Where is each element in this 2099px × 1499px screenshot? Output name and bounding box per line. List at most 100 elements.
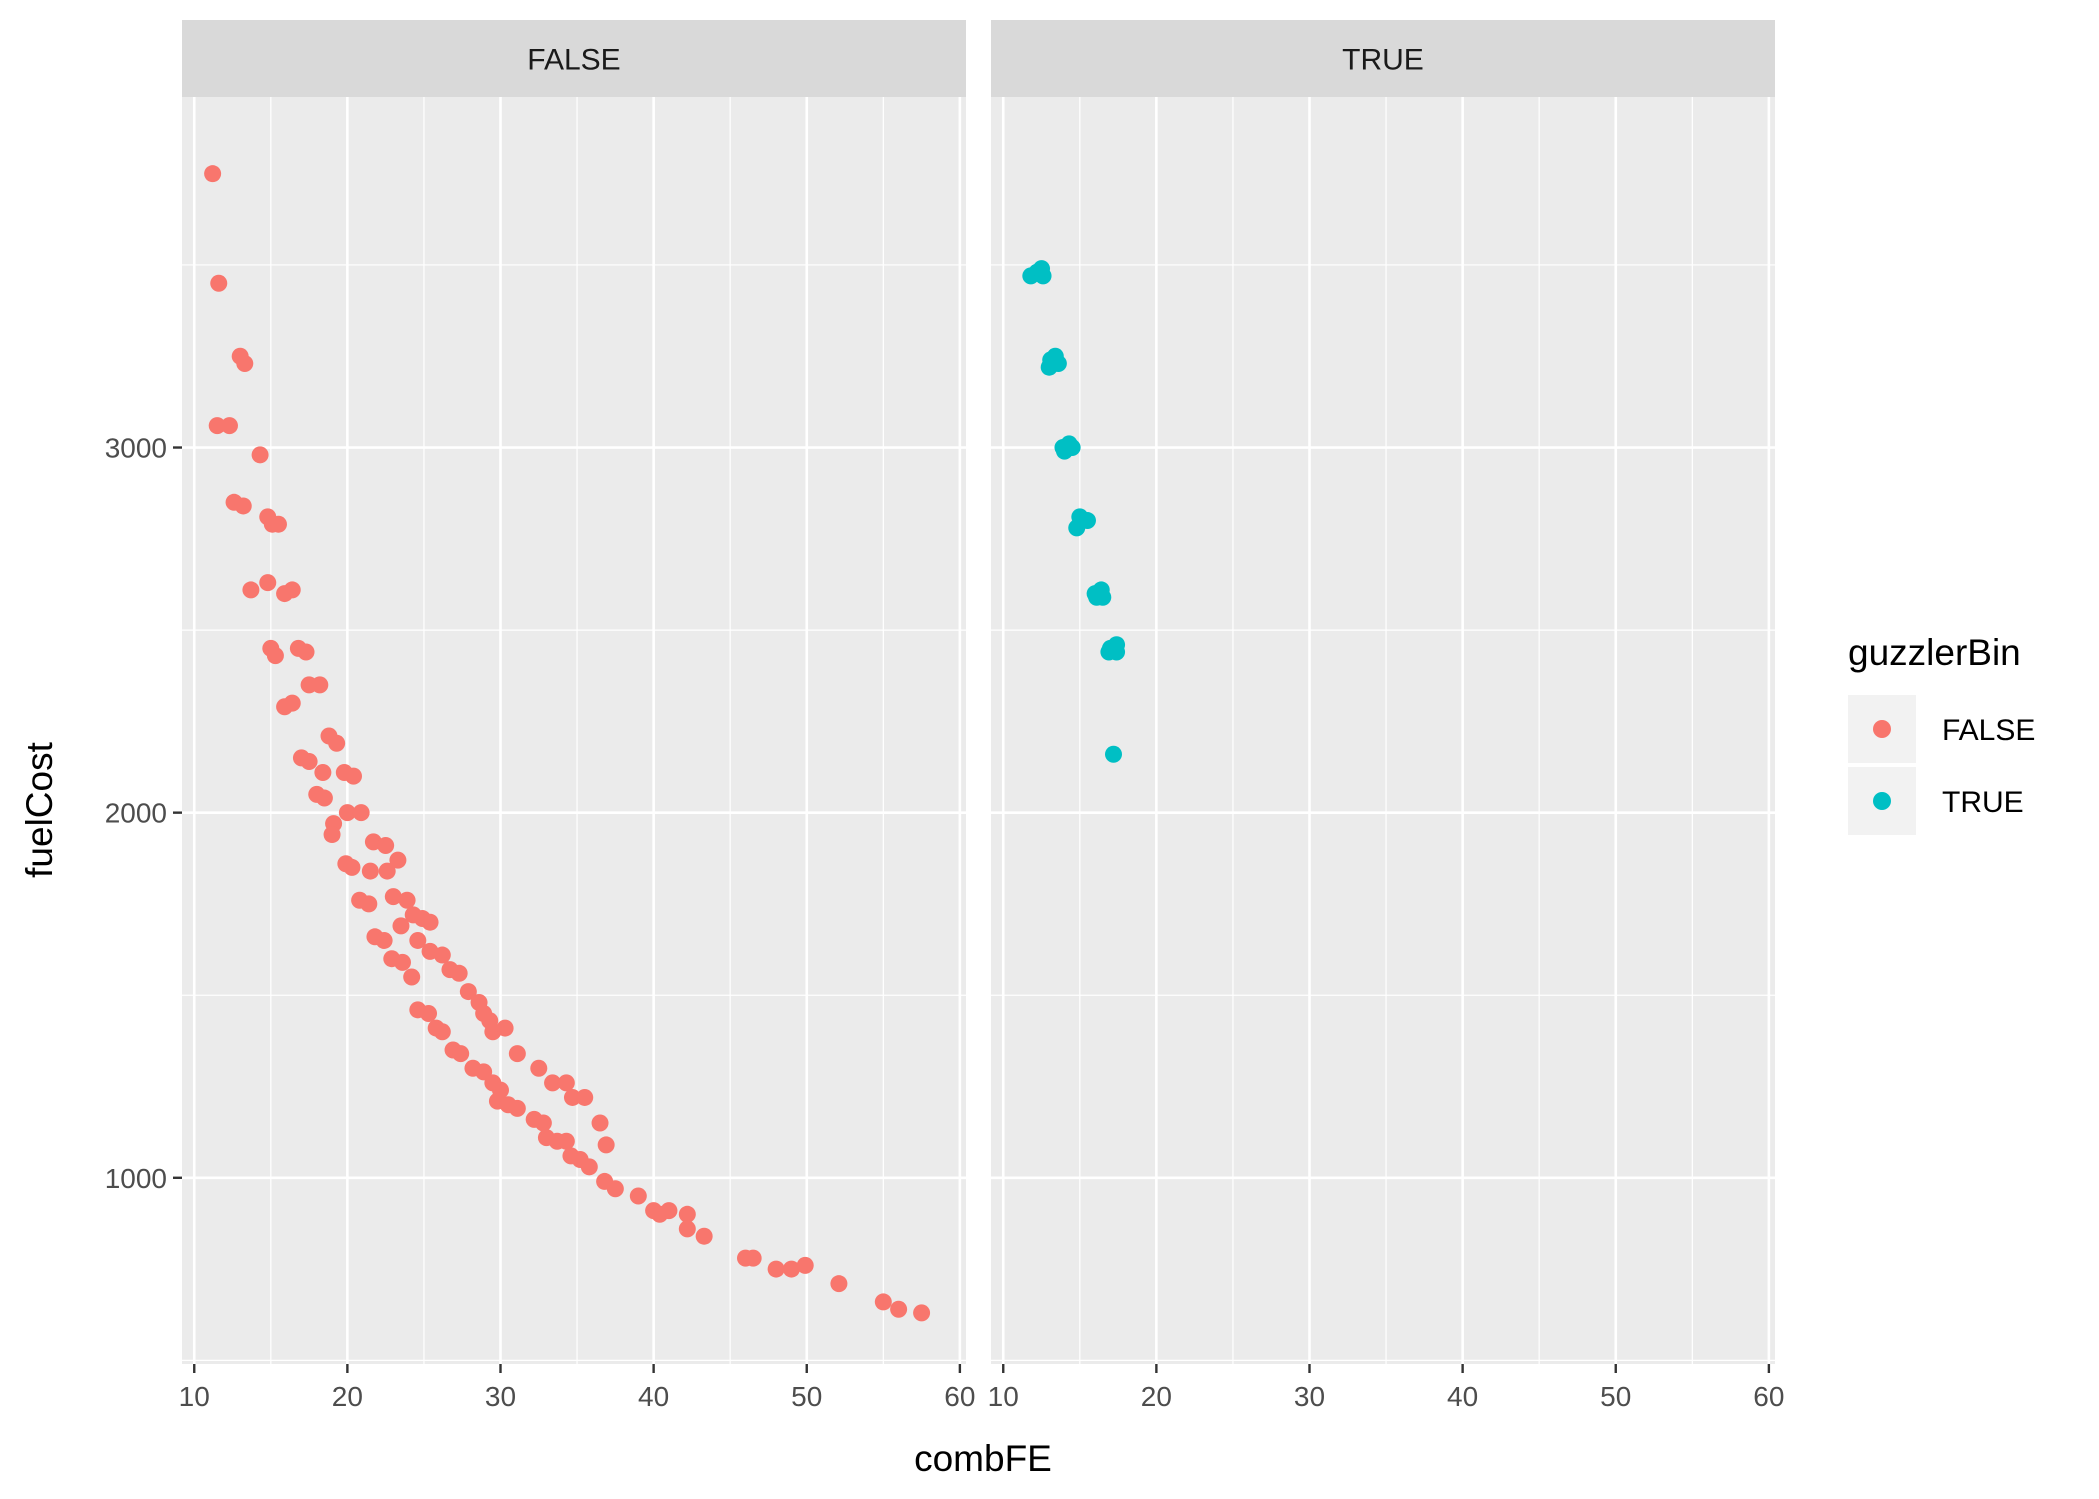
- facet-strip-label: TRUE: [1342, 44, 1424, 77]
- y-axis: 1000 2000 3000: [105, 433, 182, 1194]
- data-point: [375, 931, 393, 949]
- data-point: [678, 1205, 696, 1223]
- data-point: [220, 417, 238, 435]
- gridlines: [991, 97, 1775, 1364]
- data-points: [204, 165, 931, 1322]
- x-tick-label: 60: [944, 1381, 975, 1412]
- legend-key-point: [1873, 720, 1891, 738]
- data-point: [576, 1088, 594, 1106]
- data-point: [1040, 358, 1058, 376]
- data-point: [259, 574, 277, 592]
- data-point: [597, 1136, 615, 1154]
- data-point: [450, 964, 468, 982]
- data-point: [830, 1275, 848, 1293]
- data-point: [606, 1180, 624, 1198]
- data-point: [1108, 643, 1126, 661]
- data-point: [234, 497, 252, 515]
- data-point: [433, 1023, 451, 1041]
- legend-key-point: [1873, 792, 1891, 810]
- gridlines: [182, 97, 966, 1364]
- data-point: [1094, 588, 1112, 606]
- data-point: [1105, 745, 1122, 763]
- x-tick-label: 50: [791, 1381, 822, 1412]
- data-point: [394, 953, 411, 971]
- data-point: [236, 355, 254, 373]
- data-point: [767, 1260, 785, 1278]
- data-point: [496, 1019, 514, 1037]
- data-point: [782, 1260, 800, 1278]
- x-tick-label: 20: [1141, 1381, 1172, 1412]
- data-point: [283, 694, 301, 712]
- panel-background: [182, 97, 966, 1364]
- data-point: [204, 165, 222, 183]
- data-point: [377, 837, 395, 855]
- data-point: [796, 1256, 814, 1274]
- data-point: [389, 851, 407, 869]
- data-point: [890, 1300, 908, 1318]
- data-point: [508, 1045, 526, 1063]
- facet-strip-background: [182, 20, 966, 97]
- x-tick-label: 30: [485, 1381, 516, 1412]
- data-point: [297, 643, 315, 661]
- data-point: [328, 734, 346, 752]
- x-tick-label: 40: [1447, 1381, 1478, 1412]
- data-point: [1068, 519, 1086, 537]
- data-point: [557, 1132, 575, 1150]
- data-point: [269, 515, 287, 533]
- data-points: [1022, 260, 1126, 763]
- y-tick-label: 3000: [105, 433, 167, 464]
- data-point: [421, 913, 439, 931]
- panel-background: [991, 97, 1775, 1364]
- data-point: [361, 862, 379, 880]
- x-tick-label: 30: [1294, 1381, 1325, 1412]
- x-axis-title: combFE: [914, 1438, 1052, 1479]
- data-point: [360, 895, 378, 913]
- x-axis: 10 20 30 40 50 60: [988, 1364, 1784, 1412]
- facet-panel-false: FALSE 10 20 30 40 50 60: [179, 20, 975, 1412]
- data-point: [459, 983, 477, 1001]
- data-point: [678, 1220, 696, 1238]
- data-point: [409, 931, 427, 949]
- legend-entry-false: FALSE: [1848, 695, 2035, 763]
- data-point: [266, 647, 284, 665]
- data-point: [420, 1004, 438, 1022]
- data-point: [1063, 439, 1081, 457]
- data-point: [338, 804, 356, 822]
- data-point: [300, 753, 318, 771]
- legend-title: guzzlerBin: [1848, 632, 2021, 673]
- y-tick-label: 1000: [105, 1163, 167, 1194]
- data-point: [580, 1158, 598, 1176]
- data-point: [660, 1202, 678, 1220]
- data-point: [392, 917, 410, 935]
- data-point: [210, 274, 228, 292]
- data-point: [315, 789, 333, 807]
- data-point: [544, 1074, 562, 1092]
- data-point: [311, 676, 329, 694]
- data-point: [508, 1099, 526, 1117]
- data-point: [744, 1249, 762, 1267]
- legend-entry-true: TRUE: [1848, 767, 2024, 835]
- data-point: [242, 581, 260, 599]
- data-point: [913, 1304, 931, 1322]
- data-point: [695, 1227, 713, 1245]
- data-point: [343, 858, 361, 876]
- data-point: [534, 1114, 552, 1132]
- data-point: [1033, 260, 1051, 278]
- data-point: [352, 804, 370, 822]
- data-point: [557, 1074, 575, 1092]
- facet-panel-true: TRUE 10 20 30 40 50 60: [988, 20, 1784, 1412]
- data-point: [563, 1088, 581, 1106]
- x-axis: 10 20 30 40 50 60: [179, 1364, 975, 1412]
- data-point: [452, 1045, 470, 1063]
- legend-label: TRUE: [1942, 786, 2024, 819]
- data-point: [345, 767, 362, 785]
- x-tick-label: 10: [988, 1381, 1019, 1412]
- data-point: [530, 1059, 548, 1077]
- data-point: [251, 446, 269, 464]
- data-point: [591, 1114, 609, 1132]
- legend: guzzlerBin FALSE TRUE: [1848, 632, 2035, 835]
- data-point: [384, 888, 402, 906]
- data-point: [283, 581, 301, 599]
- data-point: [629, 1187, 647, 1205]
